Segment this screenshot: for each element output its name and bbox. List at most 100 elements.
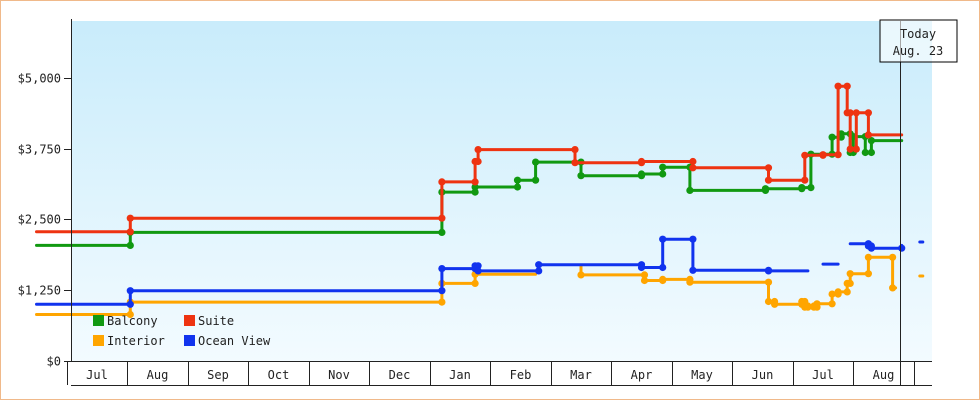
data-point-suite[interactable] [864, 131, 873, 139]
data-point-interior[interactable] [771, 300, 779, 308]
month-label: Sep [207, 368, 229, 382]
data-point-interior[interactable] [640, 276, 649, 285]
data-point-interior[interactable] [640, 271, 649, 279]
data-point-balcony[interactable] [828, 133, 836, 141]
data-point-suite[interactable] [474, 157, 482, 166]
month-label: Oct [268, 368, 290, 382]
data-point-suite[interactable] [637, 157, 646, 166]
data-point-ocean-view[interactable] [126, 287, 134, 295]
data-point-balcony[interactable] [637, 170, 646, 178]
data-point-interior[interactable] [889, 253, 897, 261]
x-axis-month-labels: Jul Aug Sep Oct Nov Dec Jan Feb Mar Apr May Jun Jul A… [67, 361, 915, 385]
data-point-interior[interactable] [764, 278, 773, 286]
data-point-suite[interactable] [801, 176, 809, 184]
data-point-suite[interactable] [819, 151, 827, 159]
data-point-ocean-view[interactable] [898, 244, 906, 252]
data-point-suite[interactable] [846, 145, 854, 153]
data-point-ocean-view[interactable] [659, 263, 667, 272]
data-point-balcony[interactable] [513, 183, 522, 191]
data-point-suite[interactable] [801, 151, 809, 159]
data-point-balcony[interactable] [686, 186, 694, 194]
data-point-suite[interactable] [843, 82, 851, 90]
data-point-suite[interactable] [126, 214, 134, 222]
data-point-suite[interactable] [852, 145, 860, 153]
data-point-balcony[interactable] [471, 188, 479, 196]
data-point-ocean-view[interactable] [438, 287, 446, 295]
data-point-interior[interactable] [438, 298, 446, 306]
series-layer [35, 82, 925, 319]
data-point-interior[interactable] [843, 288, 851, 296]
data-point-interior[interactable] [864, 270, 873, 278]
legend: Balcony Suite Interior Ocean View [93, 314, 271, 348]
data-point-suite[interactable] [438, 178, 446, 186]
data-point-suite[interactable] [834, 82, 842, 90]
data-point-ocean-view[interactable] [659, 235, 667, 243]
data-point-ocean-view[interactable] [867, 244, 876, 252]
data-point-interior[interactable] [846, 270, 854, 278]
data-point-balcony[interactable] [126, 241, 134, 249]
data-point-suite[interactable] [571, 146, 579, 154]
data-point-interior[interactable] [577, 271, 585, 279]
data-point-suite[interactable] [689, 157, 697, 166]
data-point-balcony[interactable] [659, 163, 667, 171]
data-point-interior[interactable] [471, 279, 479, 287]
data-point-balcony[interactable] [761, 185, 770, 193]
data-point-suite[interactable] [764, 164, 773, 172]
data-point-ocean-view[interactable] [689, 235, 697, 243]
data-point-balcony[interactable] [659, 170, 667, 178]
data-point-suite[interactable] [438, 214, 446, 222]
data-point-interior[interactable] [813, 300, 821, 308]
data-point-interior[interactable] [828, 300, 836, 308]
data-point-interior[interactable] [764, 297, 773, 306]
data-point-balcony[interactable] [513, 176, 522, 184]
data-point-ocean-view[interactable] [637, 263, 646, 272]
data-point-ocean-view[interactable] [438, 265, 446, 273]
data-point-interior[interactable] [846, 279, 854, 287]
today-label-box [879, 19, 958, 63]
data-point-ocean-view[interactable] [126, 300, 134, 308]
data-point-suite[interactable] [764, 176, 773, 184]
data-point-suite[interactable] [571, 159, 579, 167]
month-label: Jan [449, 368, 471, 382]
data-point-balcony[interactable] [807, 184, 815, 192]
data-point-interior[interactable] [126, 310, 134, 319]
legend-swatch-ocean-view [184, 335, 195, 346]
data-point-balcony[interactable] [867, 137, 876, 145]
data-point-interior[interactable] [804, 302, 812, 310]
data-point-interior[interactable] [834, 288, 842, 296]
data-point-interior[interactable] [659, 275, 667, 283]
data-point-interior[interactable] [889, 284, 897, 292]
data-point-ocean-view[interactable] [764, 267, 773, 275]
data-point-balcony[interactable] [798, 184, 806, 192]
data-point-balcony[interactable] [532, 158, 540, 166]
data-point-suite[interactable] [846, 109, 854, 117]
data-point-balcony[interactable] [532, 176, 540, 184]
data-point-ocean-view[interactable] [474, 267, 482, 275]
month-label: Jul [86, 368, 108, 382]
data-point-ocean-view[interactable] [689, 266, 697, 274]
data-point-balcony[interactable] [861, 148, 869, 157]
data-point-interior[interactable] [686, 278, 694, 286]
data-point-ocean-view[interactable] [535, 267, 543, 275]
data-point-ocean-view[interactable] [535, 261, 543, 269]
data-point-suite[interactable] [852, 109, 860, 117]
data-point-suite[interactable] [689, 164, 697, 172]
data-point-balcony[interactable] [471, 183, 479, 191]
data-point-balcony[interactable] [438, 228, 446, 236]
data-point-suite[interactable] [474, 146, 482, 154]
data-point-interior[interactable] [864, 253, 873, 261]
data-point-interior[interactable] [828, 290, 836, 298]
data-point-suite[interactable] [864, 109, 873, 117]
data-point-suite[interactable] [471, 178, 479, 186]
y-tick-label: $1,250 [18, 284, 61, 298]
data-point-balcony[interactable] [577, 172, 585, 180]
legend-label-suite: Suite [198, 314, 234, 328]
data-point-ocean-view[interactable] [474, 262, 482, 270]
data-point-balcony[interactable] [867, 148, 876, 157]
y-tick-label: $2,500 [18, 213, 61, 227]
data-point-suite[interactable] [126, 228, 134, 236]
data-point-suite[interactable] [834, 151, 842, 159]
y-axis-ticks: $0 $1,250 $2,500 $3,750 $5,000 [18, 72, 71, 369]
series-suite [35, 82, 904, 236]
